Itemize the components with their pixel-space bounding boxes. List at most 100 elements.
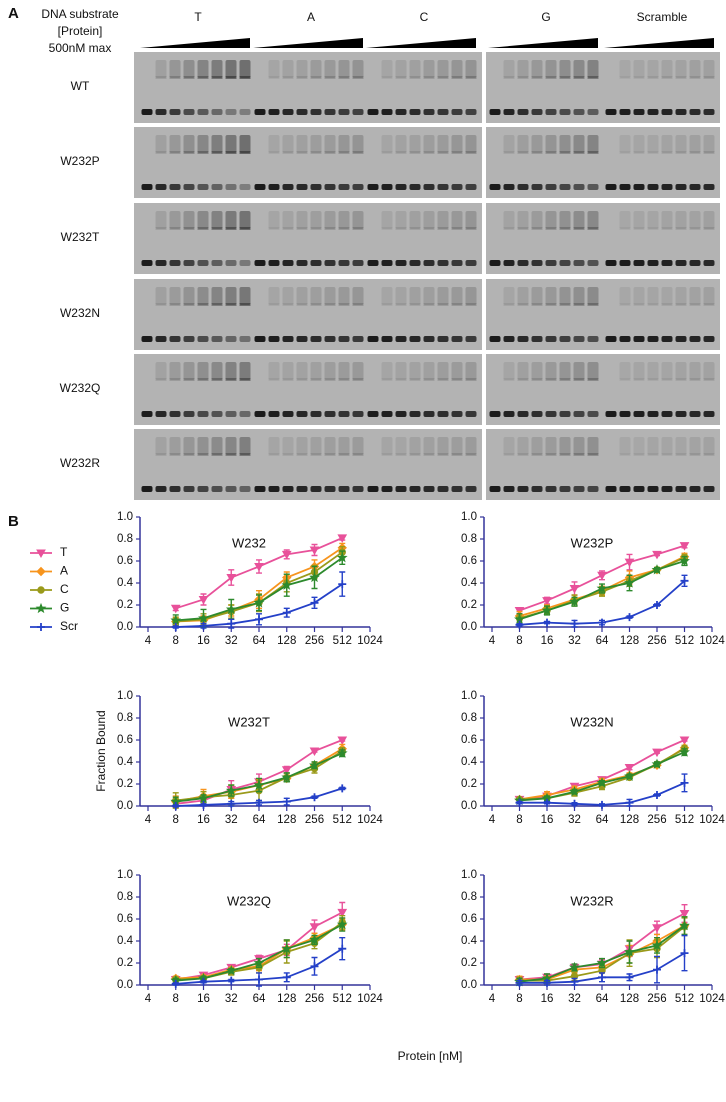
bound-band xyxy=(587,287,599,305)
free-dna-band xyxy=(423,336,435,342)
free-dna-band xyxy=(545,184,557,190)
bound-band xyxy=(503,437,515,455)
x-tick-label: 8 xyxy=(516,635,522,647)
bound-band xyxy=(338,211,350,229)
bound-band xyxy=(647,287,659,305)
bound-band xyxy=(155,211,167,229)
bound-band xyxy=(282,378,294,381)
bound-band xyxy=(183,151,195,154)
bound-band xyxy=(587,211,599,229)
data-point xyxy=(625,613,634,622)
bound-band xyxy=(282,211,294,229)
y-tick-label: 1.0 xyxy=(117,869,133,881)
data-point xyxy=(225,603,237,615)
free-dna-band xyxy=(503,411,515,417)
free-dna-band xyxy=(633,184,645,190)
x-tick-label: 8 xyxy=(173,814,179,826)
free-dna-band xyxy=(661,109,673,115)
data-point xyxy=(569,596,580,607)
bound-band xyxy=(465,437,477,455)
bound-band xyxy=(268,151,280,154)
data-point xyxy=(597,571,607,581)
x-tick-label: 32 xyxy=(225,814,238,826)
free-dna-band xyxy=(573,109,585,115)
bound-band xyxy=(647,151,659,154)
x-tick-label: 8 xyxy=(173,635,179,647)
bound-band xyxy=(451,378,463,381)
bound-band xyxy=(675,60,687,78)
data-point xyxy=(515,798,524,807)
free-dna-band xyxy=(367,260,379,266)
bound-band xyxy=(197,60,209,78)
bound-band xyxy=(703,135,715,153)
free-dna-band xyxy=(352,109,364,115)
data-point xyxy=(679,542,690,551)
bound-band xyxy=(587,135,599,153)
free-dna-band xyxy=(169,260,181,266)
free-dna-band xyxy=(559,184,571,190)
free-dna-band xyxy=(197,486,209,492)
bound-band xyxy=(545,76,557,79)
x-axis-label: Protein [nM] xyxy=(398,1049,463,1063)
data-point xyxy=(543,618,551,627)
bound-band xyxy=(619,303,631,306)
bound-band xyxy=(633,60,645,78)
data-point xyxy=(253,597,265,608)
bound-band xyxy=(559,437,571,455)
bound-band xyxy=(296,437,308,455)
bound-band xyxy=(155,437,167,455)
bound-band xyxy=(211,287,223,305)
free-dna-band xyxy=(531,109,543,115)
bound-band xyxy=(395,453,407,456)
free-dna-band xyxy=(689,336,701,342)
bound-band xyxy=(268,60,280,78)
free-dna-band xyxy=(141,109,153,115)
bound-band xyxy=(338,453,350,456)
chart-title: W232R xyxy=(570,893,613,908)
bound-band xyxy=(661,135,673,153)
bound-band xyxy=(169,211,181,229)
free-dna-band xyxy=(211,109,223,115)
bound-band xyxy=(395,287,407,305)
free-dna-band xyxy=(141,486,153,492)
bound-band xyxy=(465,135,477,153)
bound-band xyxy=(296,378,308,381)
bound-band xyxy=(395,437,407,455)
bound-band xyxy=(619,378,631,381)
free-dna-band xyxy=(559,411,571,417)
y-tick-label: 0.6 xyxy=(461,734,477,746)
free-dna-band xyxy=(381,486,393,492)
bound-band xyxy=(169,151,181,154)
bound-band xyxy=(573,453,585,456)
free-dna-band xyxy=(338,486,350,492)
bound-band xyxy=(324,437,336,455)
bound-band xyxy=(619,287,631,305)
bound-band xyxy=(437,60,449,78)
bound-band xyxy=(587,76,599,79)
bound-band xyxy=(451,76,463,79)
bound-band xyxy=(619,76,631,79)
data-point xyxy=(679,919,690,931)
data-point xyxy=(198,612,209,623)
bound-band xyxy=(423,362,435,380)
bound-band xyxy=(503,362,515,380)
data-point xyxy=(680,778,689,787)
data-point xyxy=(652,550,662,560)
free-dna-band xyxy=(296,260,308,266)
free-dna-band xyxy=(587,260,599,266)
x-tick-label: 1024 xyxy=(357,635,383,647)
y-tick-label: 0.2 xyxy=(117,957,133,969)
free-dna-band xyxy=(296,486,308,492)
bound-band xyxy=(169,60,181,78)
bound-band xyxy=(451,362,463,380)
bound-band xyxy=(381,437,393,455)
free-dna-band xyxy=(282,486,294,492)
bound-band xyxy=(296,135,308,153)
bound-band xyxy=(503,211,515,229)
substrate-label: T xyxy=(194,10,202,24)
mutant-label: W232N xyxy=(60,306,100,320)
bound-band xyxy=(381,287,393,305)
bound-band xyxy=(211,303,223,306)
bound-band xyxy=(352,60,364,78)
data-point xyxy=(310,962,319,971)
